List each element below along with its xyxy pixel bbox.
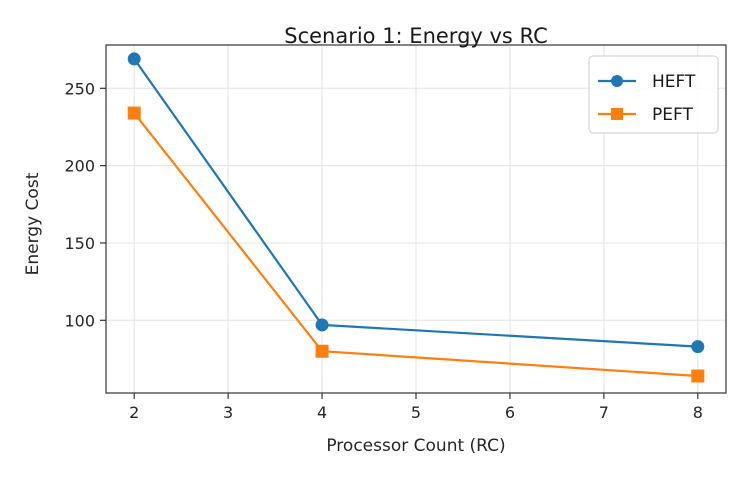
legend-peft-label: PEFT [652,105,693,125]
heft-point [691,340,705,354]
peft-point [315,344,329,358]
x-tick-label: 8 [693,403,703,422]
heft-point [127,52,141,66]
peft-point [691,369,705,383]
x-tick-label: 5 [411,403,421,422]
legend-heft-label: HEFT [652,72,696,92]
x-tick-label: 3 [223,403,233,422]
legend: HEFT PEFT [588,55,719,134]
x-tick-label: 6 [505,403,515,422]
y-axis-label: Energy Cost [23,172,43,275]
x-tick-label: 2 [129,403,139,422]
peft-point [127,106,141,120]
y-tick-label: 200 [64,157,95,176]
x-tick-label: 7 [599,403,609,422]
x-tick-label: 4 [317,403,327,422]
legend-peft-marker [611,108,623,120]
chart-title: Scenario 1: Energy vs RC [284,24,548,48]
series-layer [127,52,705,383]
y-tick-label: 100 [64,311,95,330]
legend-heft-marker [611,75,623,87]
heft-point [315,318,329,332]
ticks-layer: 2 3 4 5 6 7 8 100 150 200 250 [64,79,702,422]
x-axis-label: Processor Count (RC) [326,436,505,456]
y-tick-label: 250 [64,79,95,98]
y-tick-label: 150 [64,234,95,253]
